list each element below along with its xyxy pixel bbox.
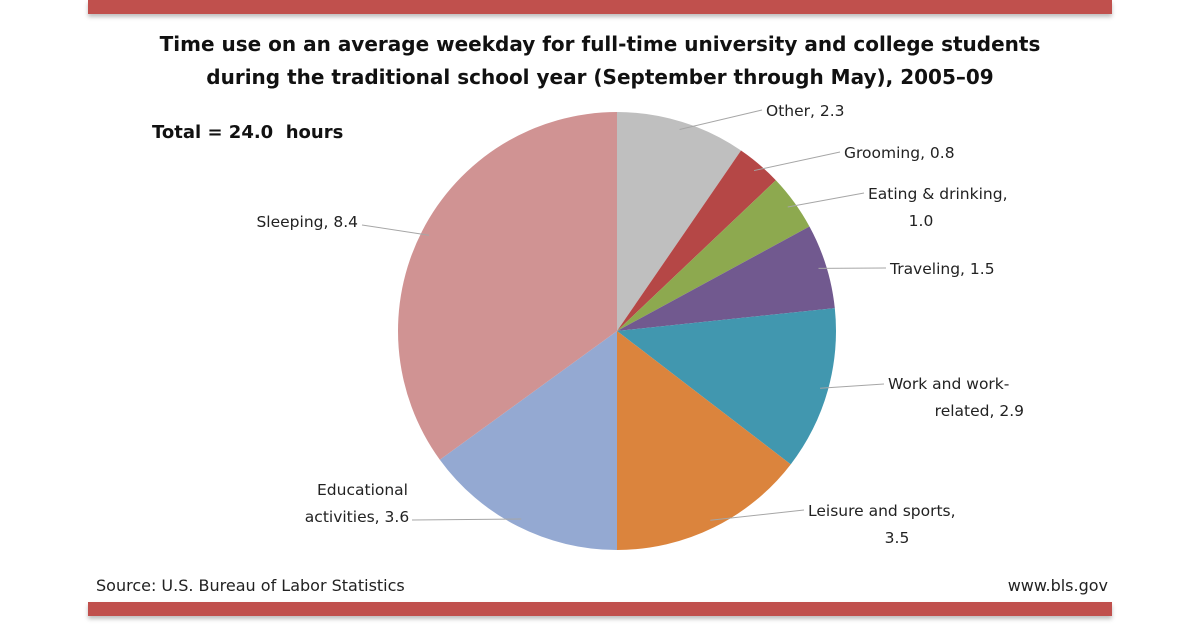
leader-line-educational-activities [411, 518, 522, 521]
pie-slice-grooming [617, 150, 776, 331]
data-label-leisure-and-sports: 3.5 [885, 529, 910, 547]
chart-title: Time use on an average weekday for full-… [88, 28, 1112, 94]
leader-line-sleeping [361, 224, 430, 236]
bottom-border-bar [88, 602, 1112, 616]
leader-line-leisure-and-sports [710, 509, 805, 521]
data-label-other: Other, 2.3 [766, 102, 845, 120]
data-label-traveling: Traveling, 1.5 [889, 260, 995, 278]
leader-line-grooming [753, 151, 841, 172]
leader-line-eating-drinking [787, 192, 865, 208]
pie-slice-eating-drinking [617, 180, 810, 331]
site-link: www.bls.gov [1007, 576, 1108, 595]
pie-slice-educational-activities [439, 331, 617, 550]
data-label-educational-activities: activities, 3.6 [305, 508, 409, 526]
total-annotation: Total = 24.0 hours [152, 122, 344, 143]
leader-line-work-and-work-related [820, 383, 885, 389]
pie-slice-work-and-work-related [617, 308, 836, 465]
data-label-eating-drinking: Eating & drinking, [868, 185, 1008, 203]
data-label-work-and-work-related: related, 2.9 [935, 402, 1024, 420]
data-label-leisure-and-sports: Leisure and sports, [808, 502, 956, 520]
chart-title-line-2: during the traditional school year (Sept… [206, 65, 994, 89]
chart-title-line-1: Time use on an average weekday for full-… [159, 32, 1041, 56]
pie-slice-sleeping [398, 112, 617, 460]
leader-line-other [679, 109, 763, 130]
data-label-educational-activities: Educational [317, 481, 408, 499]
top-border-bar [88, 0, 1112, 14]
source-note: Source: U.S. Bureau of Labor Statistics [96, 576, 405, 595]
pie-slice-traveling [617, 226, 835, 331]
data-label-eating-drinking: 1.0 [909, 212, 934, 230]
data-label-sleeping: Sleeping, 8.4 [256, 213, 358, 231]
pie-slice-other [617, 112, 742, 331]
pie-slice-leisure-and-sports [617, 331, 791, 550]
data-label-work-and-work-related: Work and work- [888, 375, 1009, 393]
data-label-grooming: Grooming, 0.8 [844, 144, 955, 162]
